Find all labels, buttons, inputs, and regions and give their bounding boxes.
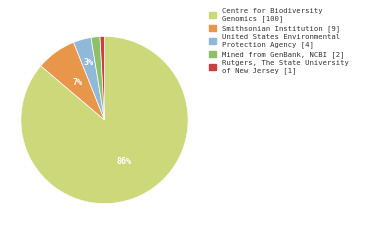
Wedge shape xyxy=(100,36,104,120)
Text: 86%: 86% xyxy=(116,157,131,166)
Legend: Centre for Biodiversity
Genomics [100], Smithsonian Institution [9], United Stat: Centre for Biodiversity Genomics [100], … xyxy=(209,8,349,74)
Wedge shape xyxy=(41,42,105,120)
Text: 3%: 3% xyxy=(83,58,93,66)
Wedge shape xyxy=(21,36,188,204)
Text: 7%: 7% xyxy=(73,78,83,87)
Wedge shape xyxy=(91,36,104,120)
Wedge shape xyxy=(74,37,104,120)
